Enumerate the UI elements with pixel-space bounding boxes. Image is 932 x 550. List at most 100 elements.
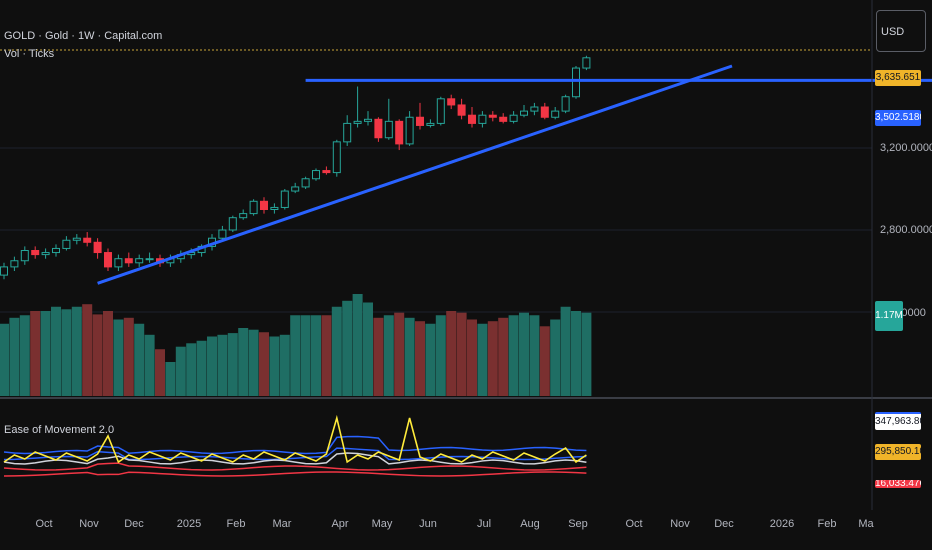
volume-bar-21 [217,334,228,396]
candle-body-41 [426,122,435,126]
volume-bar-49 [508,315,519,396]
volume-bar-36 [373,317,384,396]
eom-upper-badge: 347,963.80397 [875,412,921,430]
volume-bar-29 [300,315,311,396]
volume-bar-12 [123,317,134,396]
symbol-title: GOLD · Gold · 1W · Capital.com [4,30,163,42]
volume-bar-20 [207,336,217,396]
x-tick-15: 2026 [769,518,795,530]
trendline-0 [97,64,733,285]
candle-body-7 [72,237,81,241]
candle-body-42 [436,98,445,124]
candle-body-12 [124,258,133,264]
x-tick-5: Mar [272,518,292,530]
level-price-badge: 3,502.51809 [875,110,921,126]
volume-bar-17 [175,346,186,396]
volume-bar-30 [311,315,321,396]
volume-bar-9 [92,314,103,396]
volume-bar-32 [331,306,342,396]
candle-body-46 [478,114,487,124]
x-tick-4: Feb [226,518,246,530]
candle-body-38 [395,120,404,145]
volume-bar-19 [196,340,207,396]
volume-bar-24 [248,329,259,396]
x-tick-0: Oct [35,518,53,530]
volume-bar-51 [529,315,540,396]
volume-bar-54 [560,306,571,396]
volume-bar-18 [186,343,197,396]
x-tick-11: Sep [568,518,588,530]
price-tick-3200: 3,200.00000 [880,142,932,154]
candle-body-10 [104,252,112,268]
currency-button[interactable]: USD [876,10,926,52]
trendlines-layer [97,64,932,285]
candle-body-26 [270,206,279,210]
eom-red-lower [3,471,587,477]
volume-bar-48 [498,317,509,396]
volume-bar-39 [404,317,415,396]
candle-body-1 [10,260,19,268]
x-tick-8: Jun [419,518,437,530]
candle-body-37 [384,120,393,139]
indicator-label: Ease of Movement 2.0 [4,424,115,436]
x-tick-14: Dec [714,518,734,530]
x-tick-2: Dec [124,518,144,530]
candle-body-43 [447,98,456,106]
candle-body-9 [93,241,102,254]
x-tick-13: Nov [670,518,690,530]
candle-body-24 [249,200,258,215]
candle-body-0 [0,266,8,276]
candle-body-4 [41,252,50,256]
candle-body-13 [135,258,144,264]
volume-badge: 1.17M [875,301,903,331]
volume-bar-34 [352,294,363,396]
candle-body-30 [312,170,320,180]
candle-body-55 [572,67,580,98]
volume-bar-11 [113,319,124,396]
volume-bar-26 [269,336,280,396]
volume-bar-37 [383,315,394,396]
volume-bar-56 [581,312,592,396]
x-tick-9: Jul [476,518,492,530]
candle-body-11 [114,258,123,268]
candles-layer [0,55,591,280]
candle-body-50 [520,110,528,116]
candle-body-33 [343,122,352,143]
current-price-badge: 3,635.651 [875,70,921,86]
volume-bar-45 [467,319,477,396]
volume-bar-47 [487,321,498,396]
volume-bar-28 [290,315,301,396]
volume-bar-6 [61,309,72,396]
eom-blue-upper [3,435,587,455]
x-tick-12: Oct [625,518,643,530]
volume-bar-25 [259,332,269,396]
volume-bar-50 [519,312,529,396]
volume-label: Vol · Ticks [4,48,55,60]
candle-body-29 [301,178,310,188]
candle-body-28 [291,186,300,192]
candle-body-51 [530,106,539,112]
volume-bar-1 [9,317,20,396]
eom-blue-lower [3,447,587,461]
volume-bar-53 [550,319,561,396]
candle-body-14 [145,258,154,261]
x-tick-17: Ma [858,518,874,530]
candle-body-45 [468,114,476,124]
volume-bar-44 [456,312,467,396]
volume-bar-8 [82,304,93,396]
eom-lower-badge: 16,033.47677 [875,480,921,488]
volume-bar-14 [144,334,155,396]
x-tick-3: 2025 [176,518,202,530]
x-tick-7: May [371,518,393,530]
candle-body-53 [551,110,560,118]
volume-bar-7 [71,306,82,396]
volume-bar-23 [238,328,249,396]
eom-mid-badge: 295,850.10666 [875,444,921,460]
volume-bar-3 [30,311,41,396]
candle-body-52 [540,106,549,118]
candle-body-21 [218,229,227,239]
eom-yellow-line [3,414,587,464]
price-tick-2800: 2,800.00000 [880,224,932,236]
volume-bar-31 [321,315,332,396]
